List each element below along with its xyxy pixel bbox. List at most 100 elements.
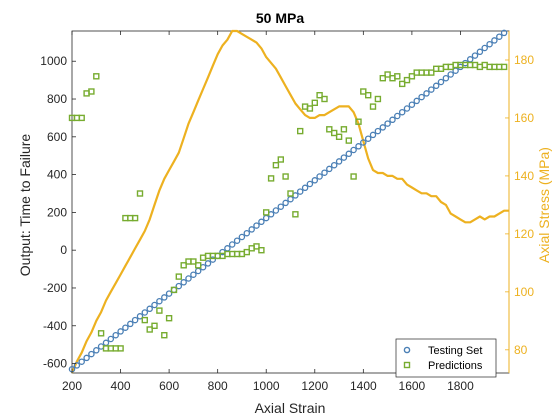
testing-set-point xyxy=(272,207,280,214)
testing-set-point xyxy=(398,108,406,116)
prediction-point xyxy=(88,88,95,95)
x-tick-label: 600 xyxy=(159,379,179,393)
testing-set-point xyxy=(112,331,119,339)
testing-set-point xyxy=(141,309,149,316)
prediction-point xyxy=(500,63,508,71)
testing-set-point xyxy=(301,184,309,192)
prediction-point xyxy=(340,126,348,133)
prediction-point xyxy=(408,73,416,80)
testing-set-point xyxy=(379,124,387,131)
prediction-point xyxy=(190,258,197,265)
testing-set-point xyxy=(384,120,391,127)
x-tick-label: 200 xyxy=(62,379,82,393)
axial-stress-line xyxy=(70,29,509,374)
testing-set-point xyxy=(180,279,187,286)
prediction-point xyxy=(321,95,328,103)
y-right-tick-label: 100 xyxy=(514,285,534,299)
x-tick-label: 1800 xyxy=(447,379,474,393)
prediction-point xyxy=(194,262,202,269)
prediction-point xyxy=(263,209,270,216)
testing-set-point xyxy=(127,320,134,328)
y-left-tick-label: 600 xyxy=(47,130,67,144)
testing-set-point xyxy=(481,44,488,52)
testing-set-point xyxy=(243,229,251,237)
testing-set-point xyxy=(500,29,508,37)
prediction-point xyxy=(335,133,343,141)
testing-set-point xyxy=(374,127,382,135)
x-axis: 200 400 600 800 1000 1200 1400 1600 1800 xyxy=(62,31,474,393)
prediction-point xyxy=(151,322,158,329)
testing-set-point xyxy=(258,218,265,226)
stress-line-layer xyxy=(70,29,509,374)
prediction-point xyxy=(287,190,294,197)
y-right-tick-label: 160 xyxy=(514,111,534,125)
testing-set-point xyxy=(165,290,173,297)
prediction-point xyxy=(365,91,372,99)
prediction-point xyxy=(243,248,251,256)
prediction-point xyxy=(97,330,105,337)
testing-set-point xyxy=(330,161,338,169)
testing-set-point xyxy=(83,354,90,362)
prediction-point xyxy=(272,161,280,169)
testing-set-point xyxy=(175,282,183,290)
x-tick-label: 1600 xyxy=(399,379,426,393)
predictions-layer xyxy=(68,61,508,352)
testing-set-point xyxy=(306,180,314,188)
testing-set-point xyxy=(418,93,425,101)
testing-set-point xyxy=(340,154,348,161)
testing-set-point xyxy=(394,112,401,120)
prediction-point xyxy=(78,114,85,122)
testing-set-point xyxy=(345,150,353,158)
testing-set-point xyxy=(335,158,343,165)
prediction-point xyxy=(253,243,260,250)
testing-set-point xyxy=(413,97,420,105)
prediction-point xyxy=(355,118,362,125)
testing-set-point xyxy=(161,294,168,301)
testing-set-point xyxy=(136,313,144,320)
prediction-point xyxy=(161,332,168,339)
testing-set-point xyxy=(491,37,498,44)
testing-set-point xyxy=(355,143,362,150)
prediction-point xyxy=(297,127,304,135)
prediction-point xyxy=(175,273,183,280)
prediction-point xyxy=(136,190,144,197)
testing-set-point xyxy=(253,222,260,229)
prediction-point xyxy=(350,173,357,180)
testing-set-point xyxy=(233,237,241,244)
testing-set-point xyxy=(146,305,153,313)
testing-set-point xyxy=(447,71,454,78)
testing-set-point xyxy=(117,328,124,335)
prediction-point xyxy=(306,105,314,112)
testing-set-point xyxy=(156,297,163,305)
y-axis-right-title: Axial Stress (MPa) xyxy=(536,147,552,263)
y-left-tick-label: -400 xyxy=(43,319,67,333)
testing-set-point xyxy=(238,233,246,241)
prediction-point xyxy=(267,175,275,182)
y-left-tick-label: 800 xyxy=(47,92,67,106)
prediction-point xyxy=(399,80,406,88)
x-axis-title: Axial Strain xyxy=(255,400,326,416)
prediction-point xyxy=(374,95,382,103)
prediction-point xyxy=(369,103,377,110)
prediction-point xyxy=(180,262,187,269)
y-left-tick-label: -200 xyxy=(43,281,67,295)
prediction-point xyxy=(146,326,153,333)
legend-predictions-label: Predictions xyxy=(428,360,483,372)
testing-set-point xyxy=(73,362,81,369)
testing-set-point xyxy=(248,226,255,233)
prediction-point xyxy=(316,91,323,99)
testing-set-point xyxy=(209,256,217,263)
testing-set-point xyxy=(486,40,493,48)
testing-set-point xyxy=(88,350,95,358)
x-tick-label: 800 xyxy=(208,379,228,393)
legend-box xyxy=(395,338,497,378)
prediction-point xyxy=(331,129,338,137)
chart-title: 50 MPa xyxy=(256,10,304,26)
prediction-point xyxy=(141,316,149,324)
prediction-point xyxy=(282,173,289,180)
y-right-tick-label: 140 xyxy=(514,169,534,183)
testing-set-point xyxy=(403,105,411,112)
testing-set-point xyxy=(369,131,377,139)
x-tick-label: 400 xyxy=(111,379,131,393)
testing-set-point xyxy=(471,52,479,59)
